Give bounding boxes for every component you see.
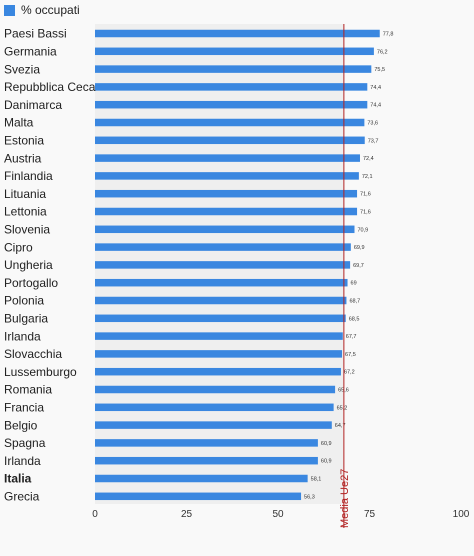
legend-label: % occupati	[21, 3, 80, 17]
x-tick-label: 75	[364, 509, 376, 520]
data-label: 71,6	[360, 210, 371, 216]
category-label: Italia	[4, 472, 32, 486]
x-tick-label: 0	[92, 509, 98, 520]
category-label: Portogallo	[4, 276, 58, 290]
category-label: Spagna	[4, 436, 46, 450]
category-label: Danimarca	[4, 98, 62, 112]
data-label: 64,7	[335, 423, 346, 429]
category-label: Romania	[4, 383, 52, 397]
bar	[95, 83, 368, 91]
bar	[95, 261, 351, 269]
data-label: 68,7	[349, 299, 360, 305]
category-label: Malta	[4, 116, 34, 130]
category-label: Finlandia	[4, 169, 53, 183]
category-label: Grecia	[4, 490, 40, 504]
data-label: 72,4	[363, 156, 374, 162]
data-label: 69,9	[354, 245, 365, 251]
bar	[95, 47, 374, 56]
category-label: Germania	[4, 45, 57, 59]
data-label: 56,3	[304, 494, 315, 500]
bar	[95, 492, 302, 501]
category-label: Lituania	[4, 187, 46, 201]
bar	[95, 314, 346, 323]
bar	[95, 136, 365, 145]
category-label: Repubblica Ceca	[4, 80, 96, 94]
data-label: 58,1	[311, 477, 322, 483]
category-label: Slovenia	[4, 223, 50, 237]
reference-label: Media Ue27	[339, 469, 351, 528]
data-label: 75,5	[374, 67, 385, 73]
bar	[95, 278, 348, 287]
x-tick-label: 25	[181, 509, 193, 520]
bar	[95, 385, 336, 394]
bar	[95, 225, 355, 234]
category-label: Francia	[4, 401, 44, 415]
bar	[95, 474, 308, 483]
category-label: Irlanda	[4, 329, 41, 343]
category-label: Paesi Bassi	[4, 27, 67, 41]
bar	[95, 207, 358, 216]
data-label: 71,6	[360, 192, 371, 198]
bar	[95, 332, 343, 340]
bar	[95, 296, 347, 305]
legend: % occupati	[4, 3, 80, 17]
category-label: Cipro	[4, 240, 33, 254]
data-label: 69	[351, 281, 357, 287]
data-label: 74,4	[370, 85, 381, 91]
bar	[95, 421, 332, 429]
x-tick-label: 50	[272, 509, 284, 520]
bar	[95, 403, 334, 412]
data-label: 60,9	[321, 441, 332, 447]
bar	[95, 29, 380, 38]
category-label: Lussemburgo	[4, 365, 77, 379]
category-label: Polonia	[4, 294, 44, 308]
bar	[95, 189, 358, 198]
data-label: 73,6	[367, 121, 378, 127]
data-label: 73,7	[368, 138, 379, 144]
category-label: Estonia	[4, 134, 44, 148]
legend-swatch	[4, 4, 15, 16]
bar	[95, 154, 360, 162]
data-label: 67,2	[344, 370, 355, 376]
category-label: Lettonia	[4, 205, 47, 219]
data-label: 70,9	[357, 227, 368, 233]
data-label: 65,2	[337, 405, 348, 411]
category-label: Irlanda	[4, 454, 41, 468]
data-label: 77,8	[383, 32, 394, 38]
bar	[95, 367, 341, 376]
bar	[95, 65, 372, 73]
x-tick-label: 100	[453, 509, 470, 520]
data-label: 74,4	[370, 103, 381, 109]
category-label: Slovacchia	[4, 347, 62, 361]
data-label: 60,9	[321, 459, 332, 465]
bar	[95, 118, 365, 127]
category-label: Ungheria	[4, 258, 53, 272]
category-label: Svezia	[4, 62, 40, 76]
data-label: 68,5	[349, 316, 360, 322]
category-label: Belgio	[4, 418, 38, 432]
bar	[95, 439, 318, 447]
data-label: 67,5	[345, 352, 356, 358]
bar	[95, 100, 368, 109]
category-label: Bulgaria	[4, 312, 48, 326]
bar	[95, 350, 343, 358]
category-label: Austria	[4, 151, 42, 165]
data-label: 76,2	[377, 49, 388, 55]
bar	[95, 172, 359, 180]
data-label: 72,1	[362, 174, 373, 180]
data-label: 69,7	[353, 263, 364, 269]
bar	[95, 243, 351, 251]
data-label: 67,7	[346, 334, 357, 340]
bar	[95, 456, 318, 465]
